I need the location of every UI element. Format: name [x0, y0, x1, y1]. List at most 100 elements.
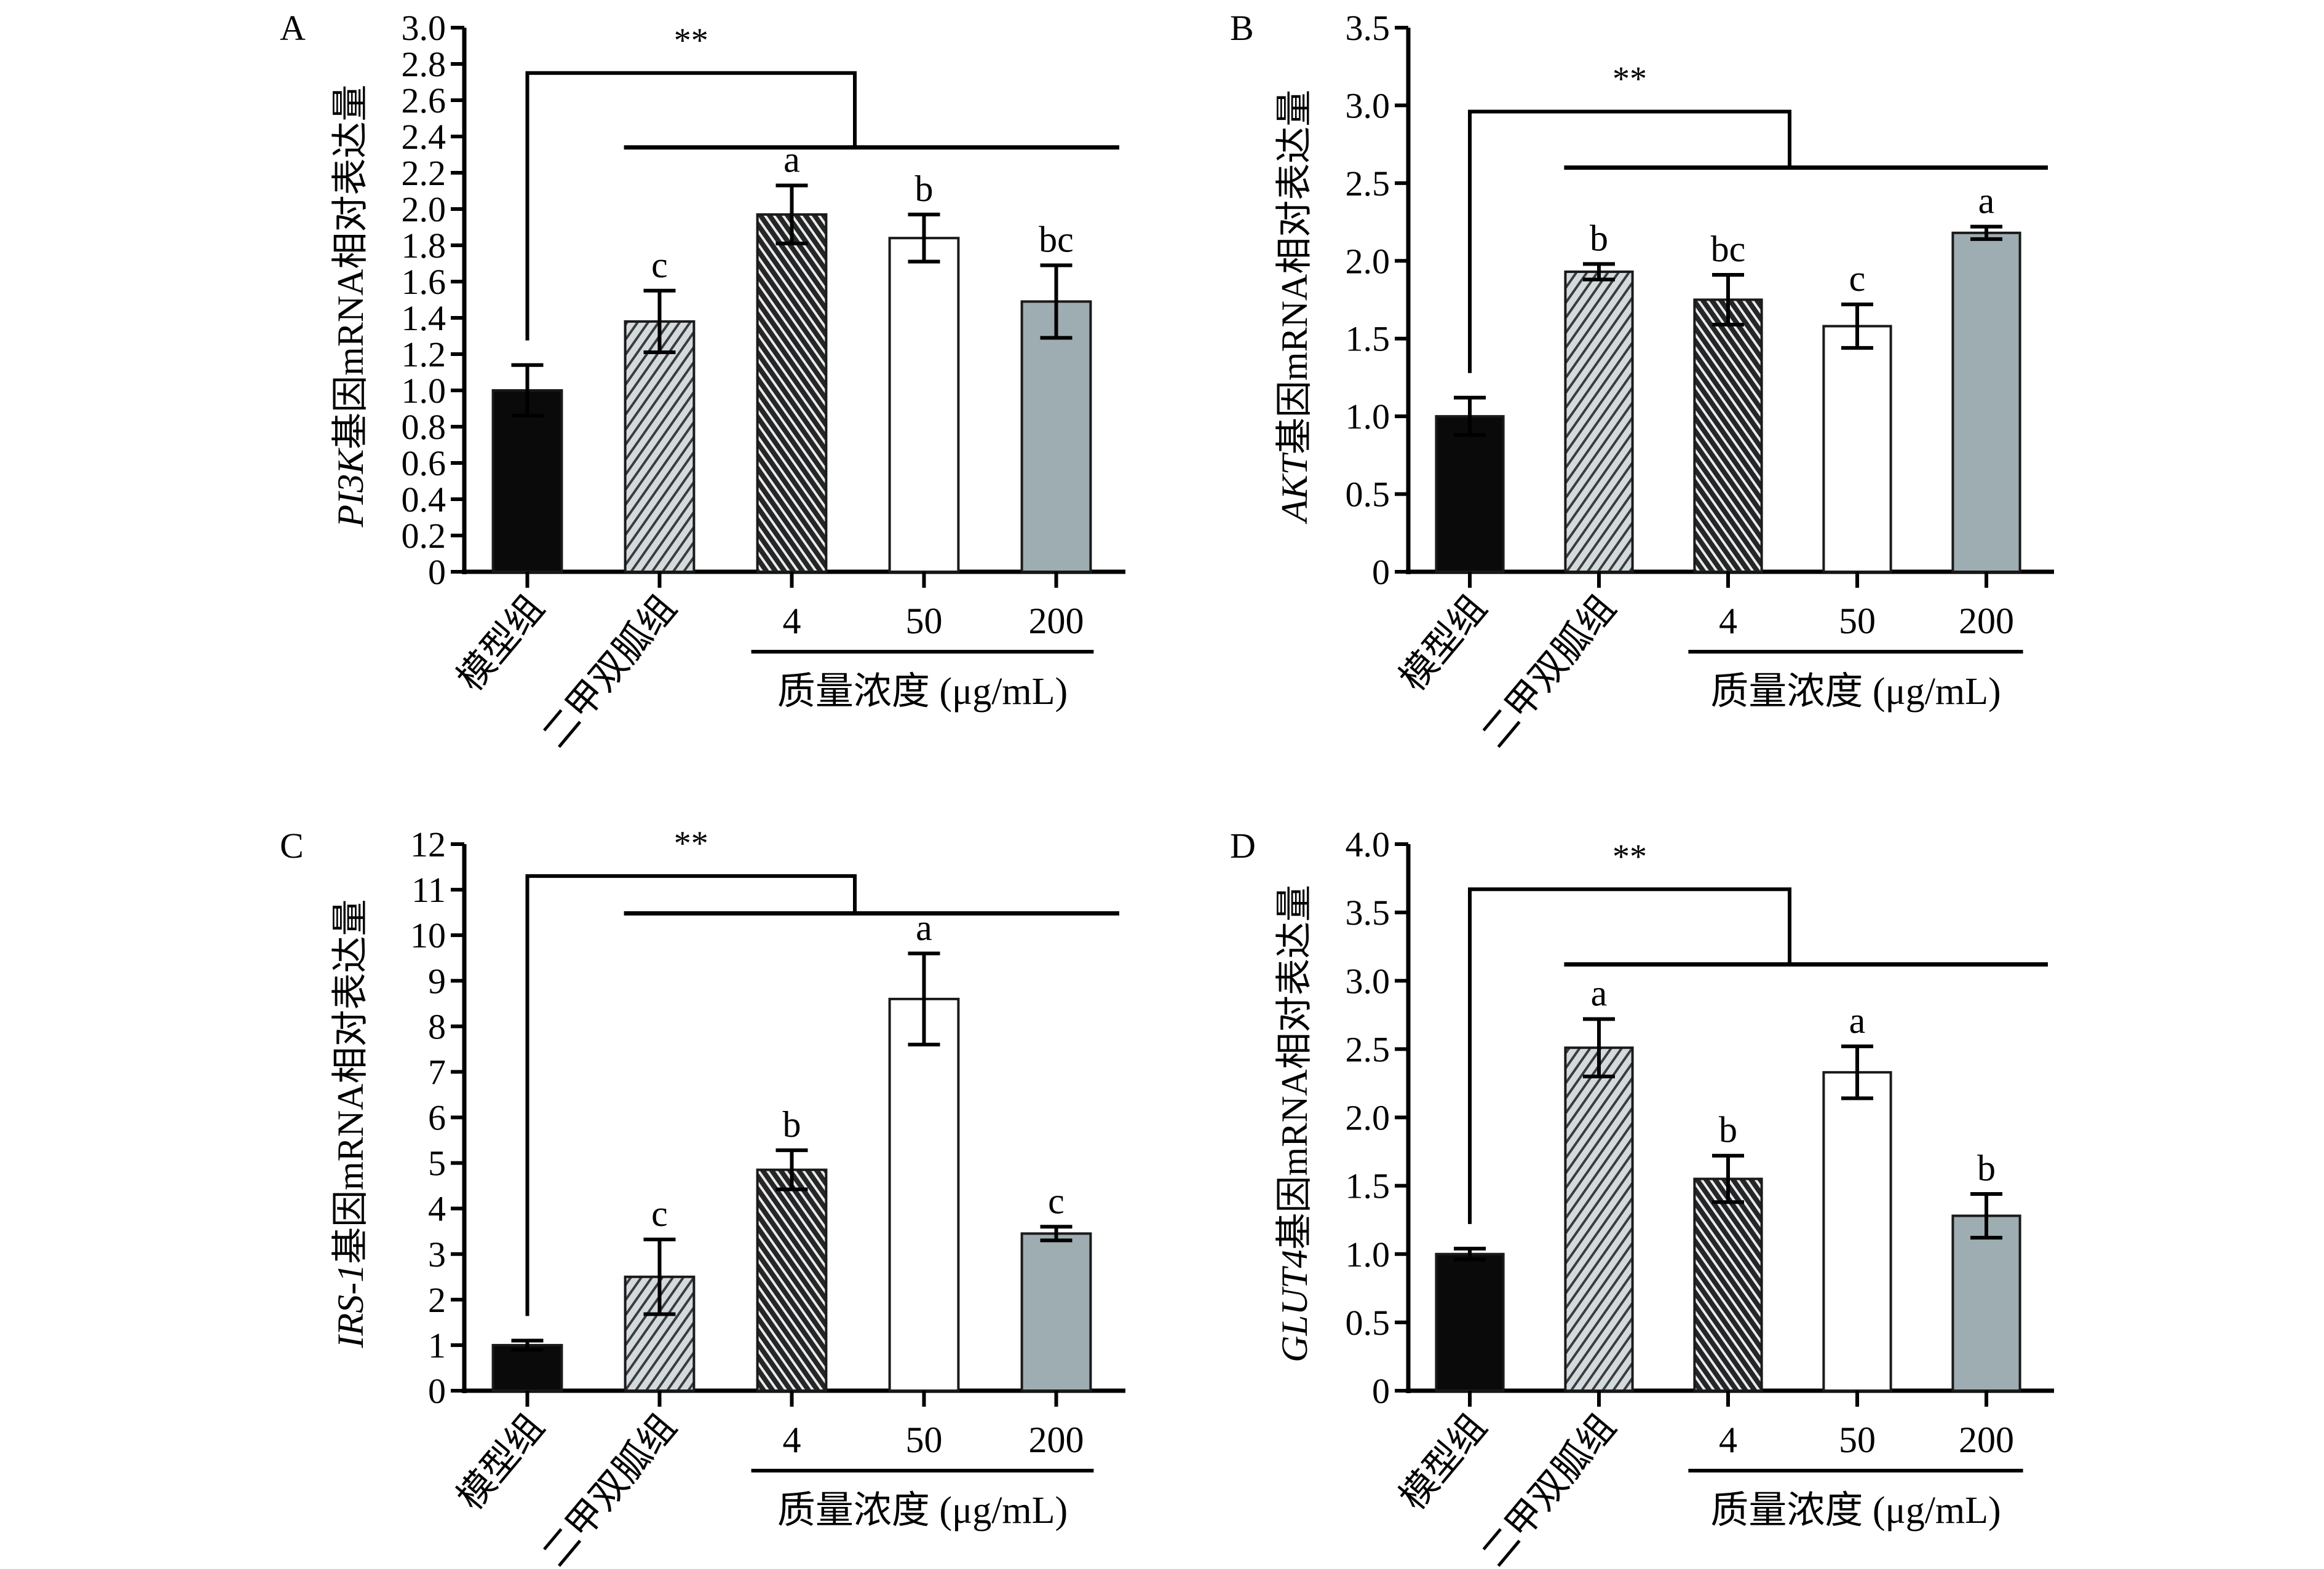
y-tick-label: 2.0	[1346, 241, 1390, 281]
x-tick-label: 50	[1839, 601, 1876, 641]
significance-letter: bc	[1711, 229, 1746, 269]
bar-5	[1951, 1214, 2021, 1393]
y-axis-title: IRS-1基因mRNA相对表达量	[330, 899, 371, 1349]
y-tick-label: 2.5	[1346, 164, 1390, 204]
bar-3	[756, 213, 828, 574]
y-axis-title: PI3K基因mRNA相对表达量	[330, 84, 371, 528]
significance-letter: c	[1849, 258, 1866, 299]
bar-3	[756, 1168, 828, 1392]
y-axis-title-gene: IRS-1	[330, 1264, 371, 1349]
y-tick-label: 0	[428, 552, 446, 592]
y-axis-title: AKT基因mRNA相对表达量	[1274, 90, 1315, 524]
y-tick-label: 0	[1372, 552, 1390, 592]
y-tick-label: 0.4	[402, 480, 446, 520]
significance-bracket	[525, 71, 857, 341]
significance-letter: a	[1978, 181, 1995, 221]
significance-letter: b	[1977, 1148, 1996, 1188]
x-tick-label: 二甲双胍组	[534, 1407, 684, 1569]
y-tick-label: 1.8	[402, 226, 446, 266]
x-tick-label: 模型组	[1392, 1407, 1494, 1517]
group-label: 质量浓度 (μg/mL)	[777, 1490, 1068, 1531]
y-tick-label: 3.0	[402, 8, 446, 48]
bar-4	[1822, 1071, 1892, 1392]
y-tick-label: 5	[428, 1144, 446, 1184]
y-tick-label: 0	[428, 1371, 446, 1411]
bar-2	[1564, 1046, 1634, 1392]
significance-letter: b	[1590, 218, 1608, 258]
y-tick-label: 1	[428, 1326, 446, 1365]
y-axis-title-suffix: 基因mRNA相对表达量	[1274, 90, 1315, 454]
significance-letter: a	[1591, 973, 1608, 1013]
y-tick-label: 0.2	[402, 516, 446, 556]
significance-letter: b	[1719, 1110, 1737, 1150]
y-tick-label: 2.8	[402, 44, 446, 84]
y-tick-label: 3.5	[1346, 893, 1390, 933]
significance-letter: c	[651, 245, 668, 285]
x-tick-label: 200	[1959, 601, 2014, 641]
y-tick-label: 8	[428, 1006, 446, 1046]
y-tick-label: 3.0	[1346, 961, 1390, 1001]
y-tick-label: 1.0	[402, 371, 446, 411]
y-tick-label: 2.5	[1346, 1029, 1390, 1069]
y-tick-label: 1.6	[402, 262, 446, 302]
y-axis-title: GLUT4基因mRNA相对表达量	[1274, 885, 1315, 1362]
significance-stars: **	[674, 22, 708, 60]
x-tick-label: 4	[783, 1420, 801, 1460]
bar-1	[1435, 1252, 1505, 1392]
y-tick-label: 4.0	[1346, 824, 1390, 864]
x-tick-label: 二甲双胍组	[534, 588, 684, 755]
bar-4	[1822, 325, 1892, 573]
y-tick-label: 2.0	[402, 189, 446, 229]
x-tick-label: 50	[906, 1420, 943, 1460]
y-tick-label: 4	[428, 1189, 446, 1229]
y-tick-label: 2	[428, 1280, 446, 1320]
y-tick-label: 10	[410, 915, 446, 955]
x-tick-label: 模型组	[450, 588, 552, 698]
y-axis-title-gene: AKT	[1274, 453, 1315, 525]
x-tick-label: 二甲双胍组	[1474, 1407, 1624, 1569]
bar-5	[1020, 1232, 1092, 1392]
x-tick-label: 4	[1719, 1420, 1737, 1460]
y-tick-label: 3.5	[1346, 8, 1390, 48]
significance-stars: **	[1612, 60, 1647, 98]
significance-stars: **	[1612, 837, 1647, 875]
y-tick-label: 1.5	[1346, 319, 1390, 359]
x-tick-label: 4	[1719, 601, 1737, 641]
y-tick-label: 0.5	[1346, 1303, 1390, 1343]
y-tick-label: 0.6	[402, 443, 446, 483]
y-tick-label: 11	[411, 870, 446, 910]
significance-letter: c	[1048, 1180, 1065, 1221]
significance-stars: **	[674, 824, 708, 863]
bar-5	[1951, 231, 2021, 573]
y-tick-label: 1.5	[1346, 1166, 1390, 1206]
y-tick-label: 3	[428, 1235, 446, 1275]
y-tick-label: 0.5	[1346, 475, 1390, 515]
panel-b: B 0 0.5 1.0 1.5 2.0 2.5 3.0 3.5 AKT基因mRNA相对表达量 b bc…	[1230, 8, 2054, 755]
y-tick-label: 2.4	[402, 117, 446, 157]
y-tick-label: 12	[410, 824, 446, 864]
y-tick-label: 7	[428, 1052, 446, 1092]
y-axis-title-suffix: 基因mRNA相对表达量	[330, 84, 371, 449]
y-tick-label: 2.0	[1346, 1098, 1390, 1138]
bar-3	[1693, 298, 1763, 573]
y-tick-label: 6	[428, 1098, 446, 1138]
y-axis-title-gene: GLUT4	[1274, 1249, 1315, 1362]
x-tick-label: 200	[1029, 601, 1084, 641]
y-tick-label: 0	[1372, 1371, 1390, 1411]
x-tick-label: 模型组	[450, 1407, 552, 1517]
x-tick-label: 50	[1839, 1420, 1876, 1460]
bar-3	[1693, 1177, 1763, 1392]
x-tick-label: 50	[906, 601, 943, 641]
y-tick-label: 2.6	[402, 81, 446, 121]
group-label: 质量浓度 (μg/mL)	[1710, 671, 2001, 713]
x-tick-label: 200	[1029, 1420, 1084, 1460]
x-tick-label: 200	[1959, 1420, 2014, 1460]
significance-bracket	[525, 874, 857, 1316]
bar-5	[1020, 300, 1092, 573]
significance-letter: c	[651, 1193, 668, 1234]
significance-letter: a	[1849, 1000, 1866, 1041]
x-tick-label: 二甲双胍组	[1474, 588, 1624, 755]
panel-label: A	[280, 8, 306, 48]
